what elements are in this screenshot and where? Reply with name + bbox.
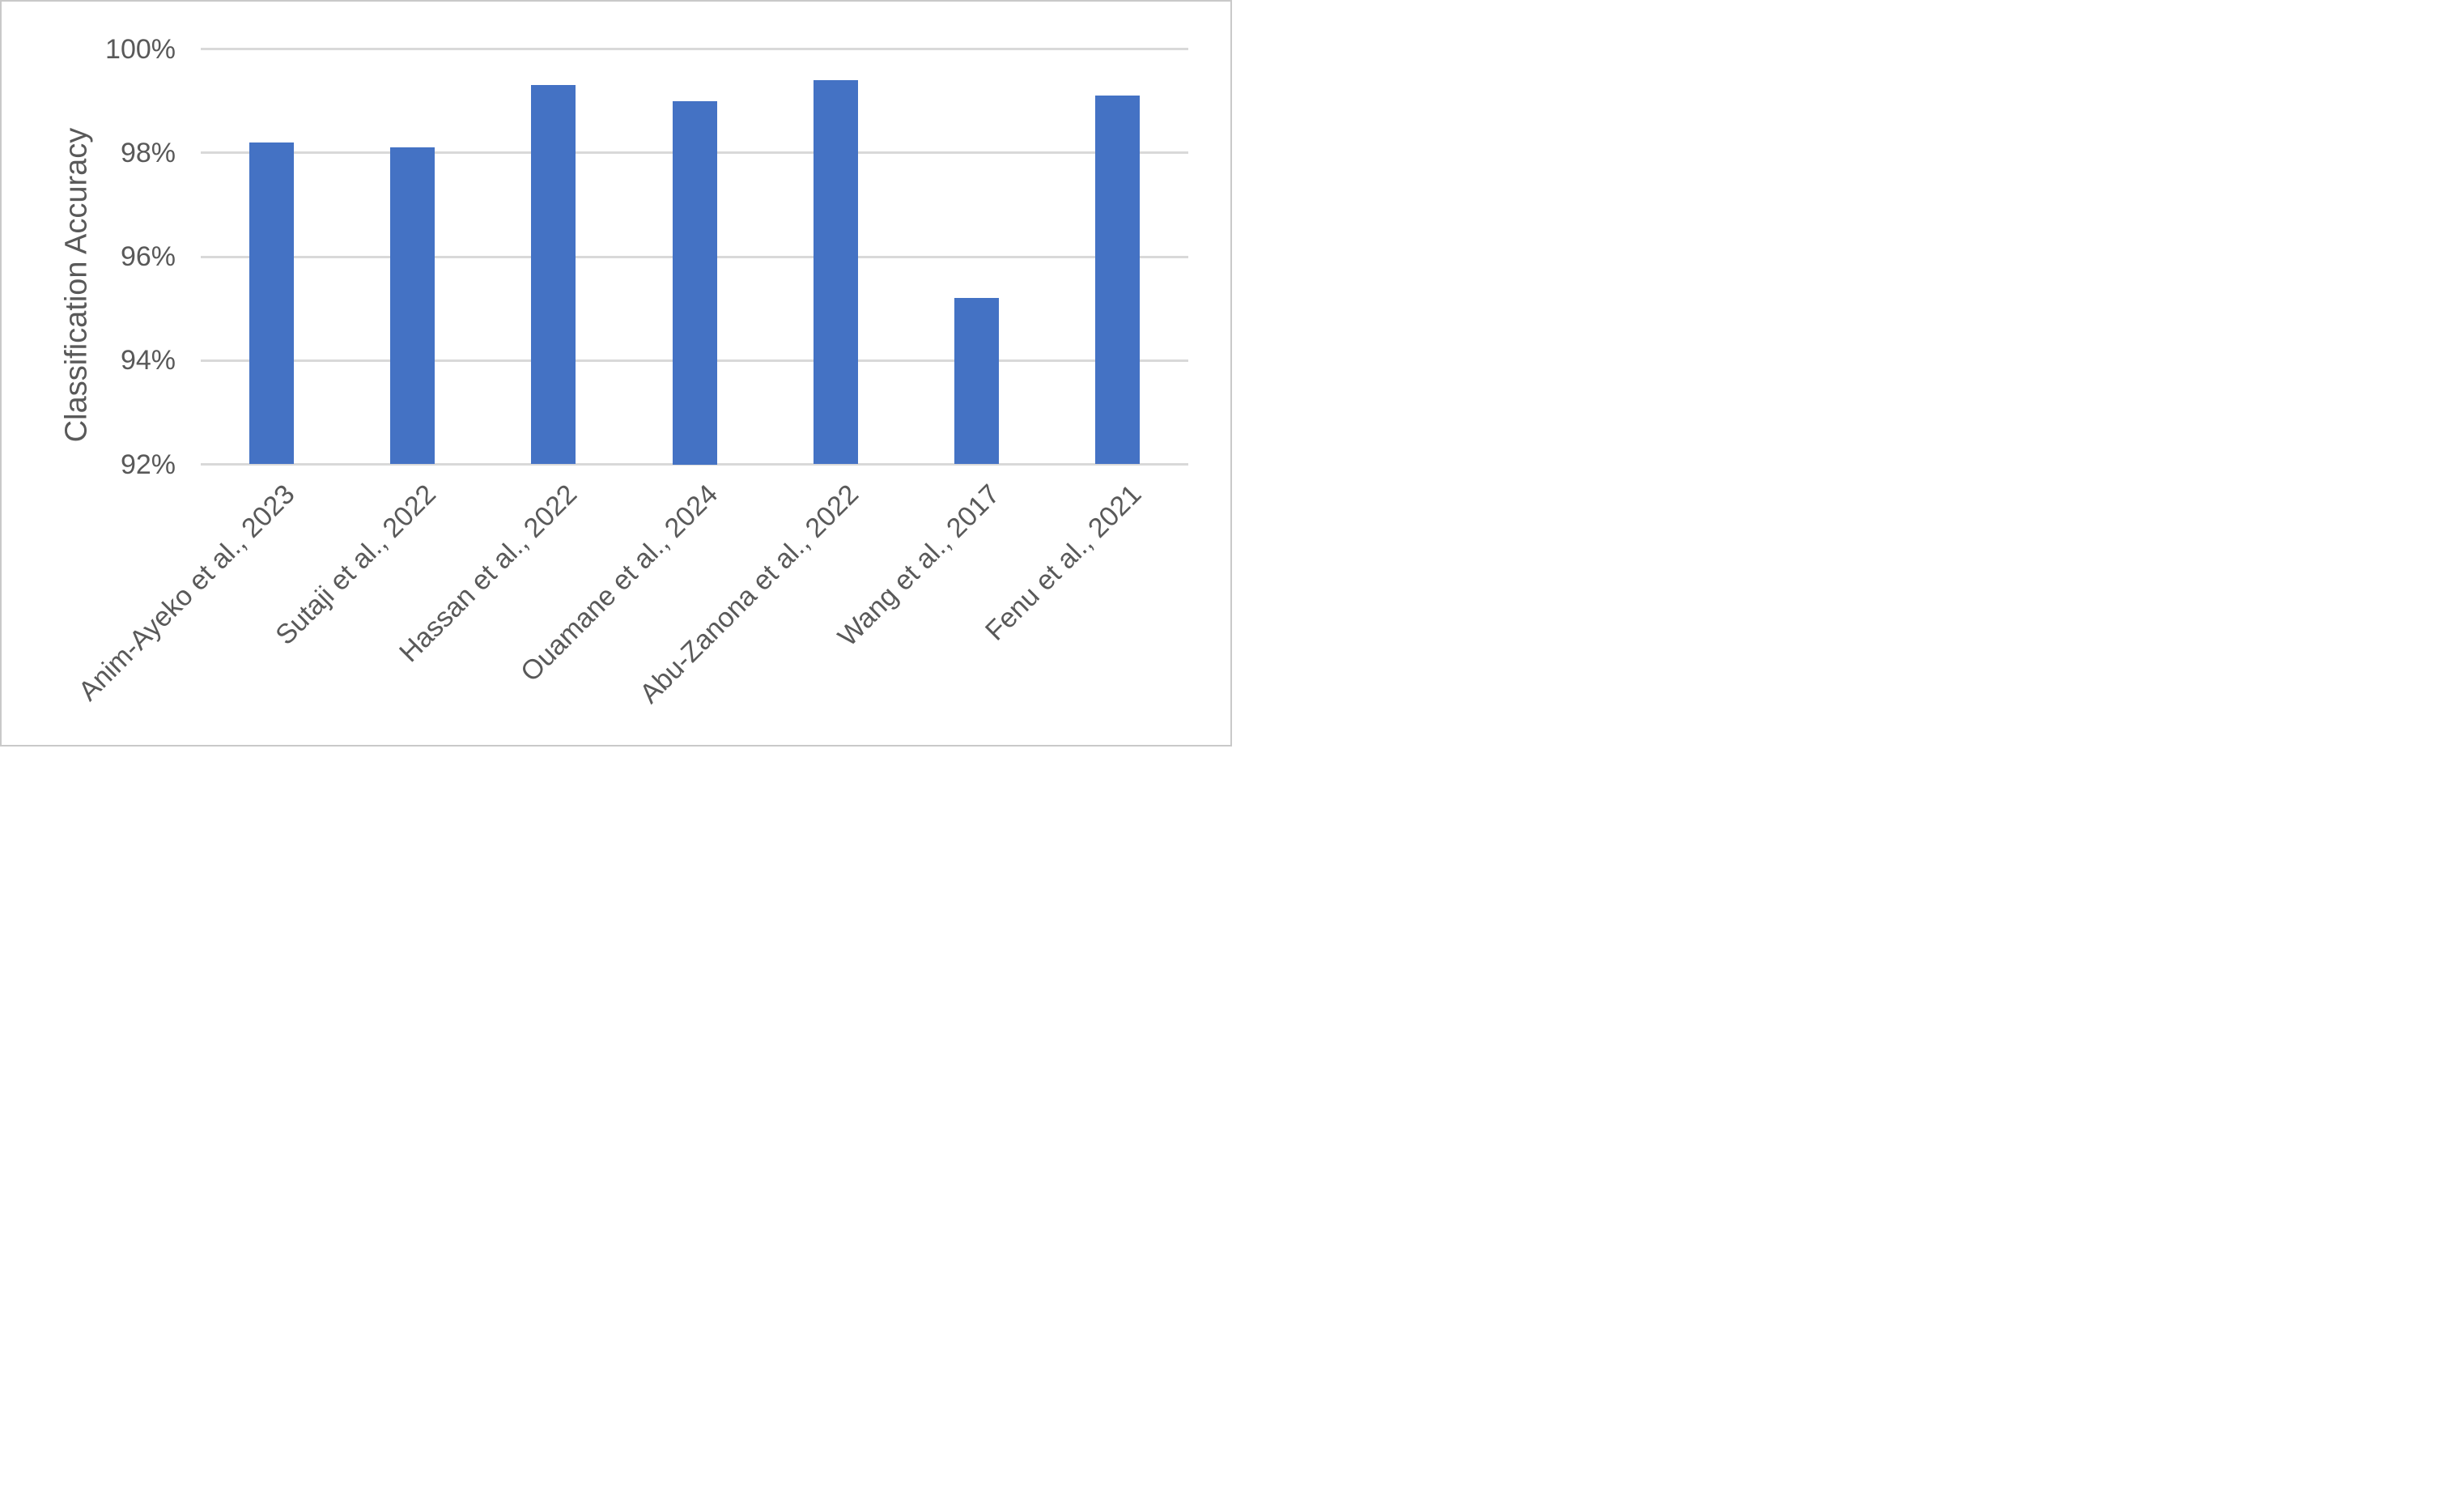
plot-area: 100% 98% 96% 94% 92% Anim-Ayeko et al., 2023… [2,2,1230,745]
bar-7 [1095,96,1141,465]
ytick-label-100: 100% [105,33,176,65]
ytick-label-92: 92% [120,449,176,480]
bar-1 [249,142,294,465]
y-axis-title: Classification Accuracy [59,127,94,443]
gridline-100 [201,48,1188,50]
ytick-label-98: 98% [120,137,176,168]
xlabel-1: Anim-Ayeko et al., 2023 [72,479,301,707]
bar-4 [672,100,717,465]
bar-5 [813,79,858,465]
bar-chart: Classification Accuracy 100% 98% 96% 94% 92%… [0,0,1232,746]
ytick-label-94: 94% [120,345,176,376]
bar-3 [531,85,576,465]
ytick-label-96: 96% [120,241,176,272]
xlabel-7: Fenu et al., 2021 [979,479,1148,647]
gridline-92 [201,463,1188,466]
bar-2 [389,147,435,465]
bar-6 [954,298,1000,465]
